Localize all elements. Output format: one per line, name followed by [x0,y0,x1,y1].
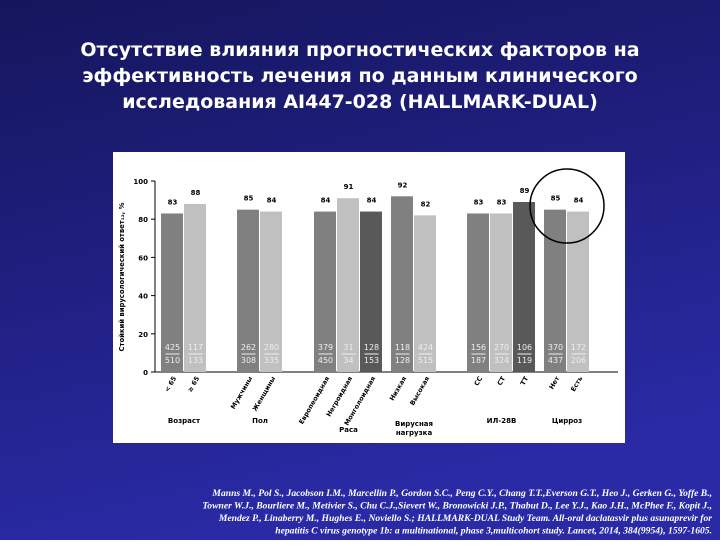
bar [337,198,359,372]
y-tick-label: 80 [138,216,148,224]
value-label: 85 [551,195,561,203]
title-line: Отсутствие влияния прогностических факто… [80,39,639,61]
N-label: 335 [264,356,279,365]
highlight-circle [529,168,605,244]
group-label: Вирусная нагрузка [395,420,433,437]
n-label: 425 [165,343,180,352]
n-label: 118 [395,343,410,352]
bar [490,213,512,372]
value-label: 84 [574,197,584,205]
y-tick-label: 40 [138,293,148,301]
n-label: 106 [517,343,532,352]
group-label-line: Вирусная [395,420,433,428]
value-label: 83 [497,198,507,206]
bar [567,211,589,372]
category-label: TT [519,375,531,387]
N-label: 437 [548,356,563,365]
N-label: 206 [571,356,586,365]
n-label: 31 [343,343,353,352]
y-tick-label: 100 [133,178,148,186]
bar [161,213,183,372]
value-label: 88 [191,189,201,197]
category-label: CT [496,375,508,387]
citation-line: Towner W.J., Bourliere M., Metivier S., … [202,501,712,512]
value-label: 84 [367,197,377,205]
group-label: Пол [252,417,268,425]
value-label: 91 [344,183,354,191]
y-tick-label: 60 [138,254,148,262]
value-label: 83 [474,198,484,206]
N-label: 308 [241,356,256,365]
bar [360,211,382,372]
N-label: 450 [318,356,333,365]
group-label: Возраст [168,417,201,425]
N-label: 128 [395,356,410,365]
y-tick-label: 0 [143,369,148,377]
bar [513,202,535,372]
n-label: 270 [494,343,509,352]
bar [544,209,566,372]
value-label: 85 [244,195,254,203]
group-label: Цирроз [552,417,582,425]
n-label: 370 [548,343,563,352]
value-label: 89 [520,187,530,195]
n-label: 117 [188,343,203,352]
group-label: Раса [339,426,358,434]
N-label: 34 [343,356,353,365]
group-label-line: нагрузка [396,429,433,437]
citation-line: Mendez P., Linaberry M., Hughes E., Novi… [218,513,712,524]
N-label: 153 [364,356,379,365]
bar [260,211,282,372]
category-label: CC [473,375,485,387]
n-label: 262 [241,343,256,352]
bar [467,213,489,372]
bar [184,203,206,372]
y-tick-label: 20 [138,331,148,339]
n-label: 280 [264,343,279,352]
y-axis-label: Стойкий вирусологический ответ₁₂, % [118,202,126,351]
group-label: ИЛ-28В [487,417,517,425]
title-line: исследования AI447-028 (HALLMARK-DUAL) [122,91,598,113]
bar [314,211,336,372]
n-label: 424 [418,343,433,352]
value-label: 84 [267,197,277,205]
N-label: 133 [188,356,203,365]
N-label: 515 [418,356,433,365]
N-label: 119 [517,356,532,365]
bar [414,215,436,372]
value-label: 84 [321,197,331,205]
n-label: 379 [318,343,333,352]
N-label: 510 [165,356,180,365]
value-label: 83 [168,198,178,206]
n-label: 128 [364,343,379,352]
n-label: 172 [571,343,586,352]
value-label: 92 [398,181,408,189]
citation-line: Manns M., Pol S., Jacobson I.M., Marcell… [211,488,712,499]
bar [391,196,413,372]
N-label: 187 [471,356,486,365]
N-label: 324 [494,356,509,365]
n-label: 156 [471,343,486,352]
bar [237,209,259,372]
value-label: 82 [421,200,431,208]
title-line: эффективность лечения по данным клиничес… [82,65,637,87]
citation-line: hepatitis C virus genotype 1b: a multina… [275,526,712,537]
